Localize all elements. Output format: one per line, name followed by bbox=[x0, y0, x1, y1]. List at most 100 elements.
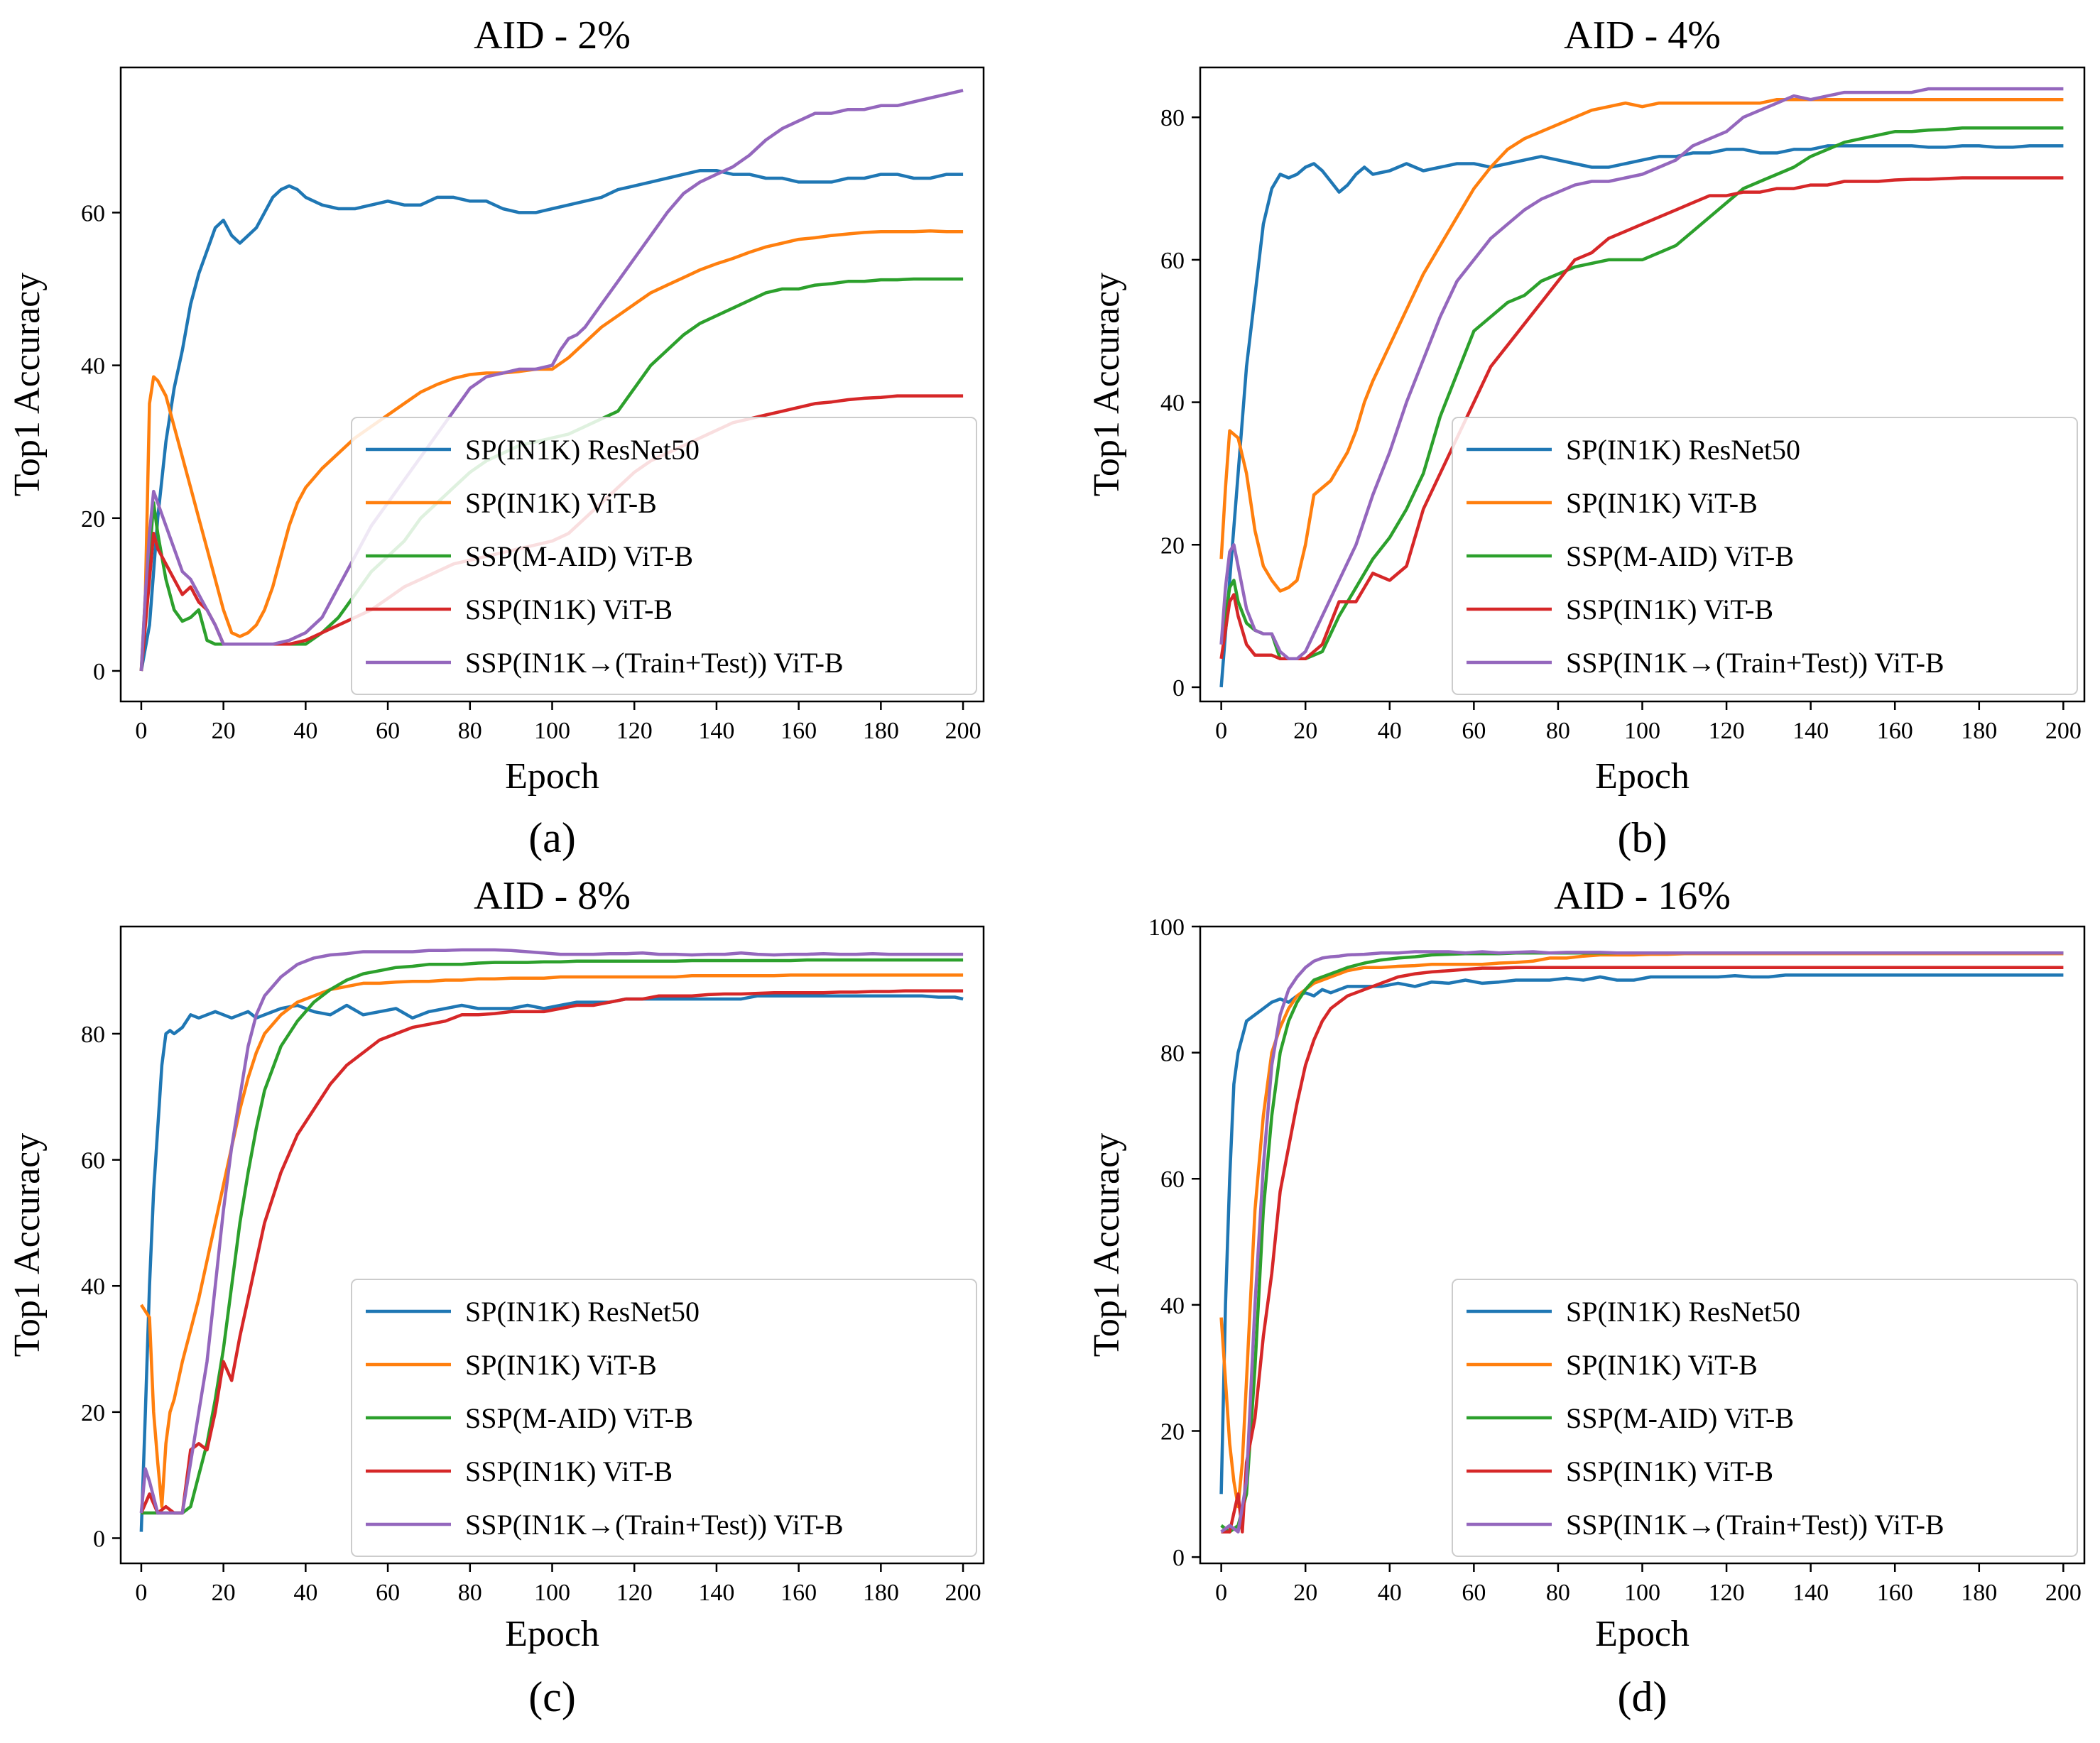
legend-entry-5: SSP(IN1K→(Train+Test)) ViT-B bbox=[1566, 1509, 1944, 1541]
y-tick-label: 20 bbox=[1160, 532, 1185, 559]
x-tick-label: 180 bbox=[863, 1580, 899, 1606]
legend-entry-2: SP(IN1K) ViT-B bbox=[465, 487, 657, 519]
series-line-5 bbox=[1220, 950, 2064, 1534]
x-tick-label: 120 bbox=[616, 1580, 653, 1606]
x-tick-label: 40 bbox=[1378, 718, 1402, 744]
x-tick-label: 20 bbox=[1293, 1580, 1317, 1606]
series-line-2 bbox=[139, 229, 964, 672]
y-tick-label: 40 bbox=[81, 354, 105, 380]
legend-entry-1: SP(IN1K) ResNet50 bbox=[465, 1296, 700, 1328]
x-tick-label: 200 bbox=[945, 718, 981, 744]
legend-entry-1: SP(IN1K) ResNet50 bbox=[465, 434, 700, 466]
series-line-5 bbox=[1219, 87, 2064, 661]
y-tick-label: 0 bbox=[93, 1526, 105, 1552]
x-axis-label: Epoch bbox=[505, 756, 599, 797]
legend-entry-4: SSP(IN1K) ViT-B bbox=[465, 594, 673, 625]
y-tick-label: 0 bbox=[1173, 675, 1185, 701]
legend-box bbox=[351, 1279, 977, 1557]
x-tick-label: 160 bbox=[780, 718, 817, 744]
legend-entry-3: SSP(M-AID) ViT-B bbox=[1566, 540, 1794, 572]
legend-entry-1: SP(IN1K) ResNet50 bbox=[1566, 1296, 1800, 1328]
x-tick-label: 100 bbox=[534, 718, 570, 744]
x-tick-label: 0 bbox=[1215, 718, 1227, 744]
legend-entry-3: SSP(M-AID) ViT-B bbox=[465, 1402, 693, 1434]
y-tick-label: 60 bbox=[81, 1148, 105, 1174]
series-line-4 bbox=[1219, 176, 2064, 661]
y-tick-label: 100 bbox=[1148, 914, 1185, 941]
series-line-5 bbox=[139, 89, 964, 672]
legend-entry-2: SP(IN1K) ViT-B bbox=[1566, 1349, 1758, 1381]
x-tick-label: 20 bbox=[212, 1580, 236, 1606]
x-tick-label: 40 bbox=[293, 718, 317, 744]
y-tick-label: 0 bbox=[93, 659, 105, 685]
x-tick-label: 60 bbox=[1462, 718, 1486, 744]
y-tick-label: 60 bbox=[81, 200, 105, 226]
x-axis-label: Epoch bbox=[1595, 1614, 1690, 1654]
x-tick-label: 100 bbox=[1624, 718, 1660, 744]
x-tick-label: 180 bbox=[863, 718, 899, 744]
legend-entry-4: SSP(IN1K) ViT-B bbox=[1566, 1455, 1773, 1487]
chart-panel-c: AID - 8% 0 20 40 60 80 100 120 140 160 180 200 0 20 40… bbox=[7, 874, 985, 1720]
y-axis-label: Top1 Accuracy bbox=[7, 273, 48, 496]
x-tick-label: 60 bbox=[376, 718, 400, 744]
legend-entry-5: SSP(IN1K→(Train+Test)) ViT-B bbox=[465, 647, 844, 679]
legend: SP(IN1K) ResNet50 SP(IN1K) ViT-B SSP(M-AID… bbox=[351, 1279, 977, 1557]
series-line-5 bbox=[139, 948, 964, 1515]
x-tick-label: 140 bbox=[1792, 1580, 1829, 1606]
chart-title: AID - 2% bbox=[474, 13, 631, 58]
series-line-3 bbox=[141, 958, 964, 1515]
chart-panel-b: AID - 4% 0 20 40 60 80 100 120 140 160 180 200 0 20 40… bbox=[1087, 13, 2086, 861]
series-line-4 bbox=[1221, 966, 2064, 1534]
legend-box bbox=[351, 417, 977, 695]
x-tick-label: 200 bbox=[945, 1580, 981, 1606]
series-line-1 bbox=[1219, 973, 2064, 1495]
x-tick-label: 0 bbox=[135, 1580, 147, 1606]
series-line-1 bbox=[139, 168, 964, 672]
x-axis-label: Epoch bbox=[505, 1614, 599, 1654]
legend-entry-3: SSP(M-AID) ViT-B bbox=[465, 540, 693, 572]
y-tick-label: 80 bbox=[81, 1022, 105, 1048]
series-group bbox=[1219, 87, 2064, 688]
x-tick-label: 160 bbox=[1877, 1580, 1913, 1606]
series-group bbox=[139, 948, 964, 1532]
panel-caption: (b) bbox=[1618, 814, 1668, 861]
x-tick-label: 40 bbox=[1378, 1580, 1402, 1606]
legend-entry-5: SSP(IN1K→(Train+Test)) ViT-B bbox=[1566, 647, 1944, 679]
x-tick-label: 140 bbox=[698, 1580, 734, 1606]
x-tick-label: 80 bbox=[458, 718, 482, 744]
y-tick-label: 60 bbox=[1160, 248, 1185, 274]
x-tick-label: 200 bbox=[2045, 718, 2082, 744]
panel-caption: (d) bbox=[1618, 1673, 1668, 1720]
x-tick-label: 0 bbox=[1215, 1580, 1227, 1606]
x-tick-label: 80 bbox=[1546, 718, 1570, 744]
x-tick-label: 160 bbox=[1877, 718, 1913, 744]
x-tick-label: 20 bbox=[1293, 718, 1317, 744]
legend-box bbox=[1452, 417, 2078, 695]
series-line-2 bbox=[1219, 97, 2064, 593]
chart-title: AID - 16% bbox=[1554, 874, 1731, 918]
x-tick-label: 120 bbox=[1709, 718, 1745, 744]
series-line-1 bbox=[139, 994, 964, 1532]
x-tick-label: 180 bbox=[1961, 718, 1997, 744]
legend-entry-2: SP(IN1K) ViT-B bbox=[1566, 487, 1758, 519]
y-tick-label: 20 bbox=[81, 1400, 105, 1426]
series-line-1 bbox=[1219, 144, 2064, 688]
legend-entry-4: SSP(IN1K) ViT-B bbox=[465, 1455, 673, 1487]
y-tick-label: 80 bbox=[1160, 105, 1185, 131]
y-tick-label: 20 bbox=[1160, 1419, 1185, 1445]
legend-box bbox=[1452, 1279, 2078, 1557]
legend-entry-4: SSP(IN1K) ViT-B bbox=[1566, 594, 1773, 625]
chart-panel-d: AID - 16% 0 20 40 60 80 100 120 140 160 180 200 0 20 4… bbox=[1087, 874, 2086, 1720]
x-tick-label: 120 bbox=[616, 718, 653, 744]
x-tick-label: 60 bbox=[1462, 1580, 1486, 1606]
series-line-2 bbox=[140, 973, 964, 1509]
panel-caption: (a) bbox=[528, 814, 576, 861]
chart-title: AID - 4% bbox=[1564, 13, 1721, 58]
legend: SP(IN1K) ResNet50 SP(IN1K) ViT-B SSP(M-AID… bbox=[1452, 1279, 2078, 1557]
legend: SP(IN1K) ResNet50 SP(IN1K) ViT-B SSP(M-AID… bbox=[1452, 417, 2078, 695]
x-tick-label: 60 bbox=[376, 1580, 400, 1606]
y-tick-label: 0 bbox=[1173, 1545, 1185, 1571]
x-tick-label: 40 bbox=[293, 1580, 317, 1606]
x-tick-label: 100 bbox=[1624, 1580, 1660, 1606]
x-tick-label: 100 bbox=[534, 1580, 570, 1606]
